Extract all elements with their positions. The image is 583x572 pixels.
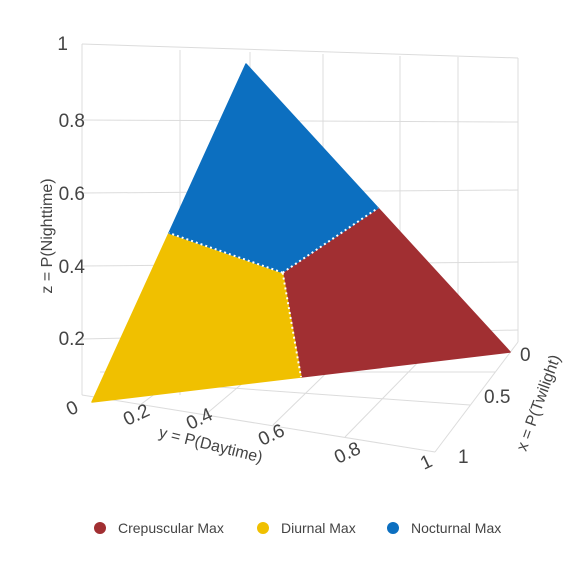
legend-item-nocturnal[interactable]: Nocturnal Max bbox=[387, 520, 501, 536]
z-tick-label: 0.4 bbox=[59, 257, 86, 278]
z-tick-label: 0.8 bbox=[59, 111, 85, 132]
x-tick-label: 1 bbox=[458, 447, 469, 468]
legend-label: Nocturnal Max bbox=[411, 520, 501, 536]
legend-label: Crepuscular Max bbox=[118, 520, 224, 536]
region-boundary bbox=[282, 207, 379, 274]
y-tick-label: 0.8 bbox=[331, 438, 364, 468]
legend-marker bbox=[387, 522, 399, 534]
z-tick-label: 0.6 bbox=[59, 184, 85, 205]
y-axis-title: y = P(Daytime) bbox=[157, 424, 264, 466]
grid-line bbox=[81, 43, 519, 59]
z-tick-label: 1 bbox=[57, 34, 68, 55]
legend: Crepuscular Max Diurnal Max Nocturnal Ma… bbox=[94, 520, 501, 536]
grid-line bbox=[344, 349, 431, 438]
legend-item-diurnal[interactable]: Diurnal Max bbox=[257, 520, 356, 536]
x-tick-label: 0.5 bbox=[484, 387, 510, 408]
z-axis-title: z = P(Nighttime) bbox=[39, 178, 56, 293]
y-tick-label: 0 bbox=[63, 397, 81, 421]
legend-marker bbox=[94, 522, 106, 534]
grid-line bbox=[434, 341, 519, 453]
x-axis-title: x = P(Twilight) bbox=[514, 353, 564, 454]
region-boundary bbox=[168, 232, 283, 274]
legend-label: Diurnal Max bbox=[281, 520, 356, 536]
y-tick-label: 0.2 bbox=[120, 400, 153, 430]
grid-line bbox=[81, 119, 519, 123]
legend-marker bbox=[257, 522, 269, 534]
y-tick-label: 0.4 bbox=[183, 404, 216, 434]
y-tick-label: 1 bbox=[417, 451, 435, 475]
region-layer bbox=[91, 63, 511, 403]
legend-item-crepuscular[interactable]: Crepuscular Max bbox=[94, 520, 224, 536]
x-tick-label: 0 bbox=[520, 345, 531, 366]
y-tick-label: 0.6 bbox=[255, 420, 288, 450]
z-tick-label: 0.2 bbox=[59, 329, 85, 350]
